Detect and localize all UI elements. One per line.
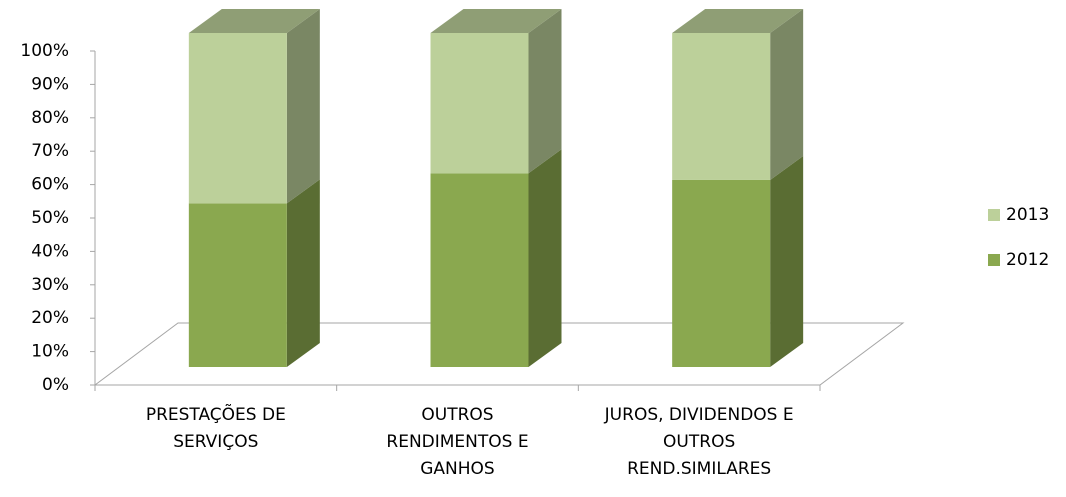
bar-side xyxy=(286,179,320,367)
legend-swatch xyxy=(988,254,1000,266)
bar-top xyxy=(188,9,320,33)
y-tick-label: 0% xyxy=(42,375,69,395)
legend-label: 2012 xyxy=(1006,250,1049,270)
y-tick-label: 90% xyxy=(31,74,69,94)
bar xyxy=(672,179,771,367)
bar-side xyxy=(770,9,804,180)
bar-side xyxy=(770,155,804,367)
bar xyxy=(430,33,529,174)
bar xyxy=(188,203,287,367)
y-tick-label: 50% xyxy=(31,208,69,228)
y-tick-label: 10% xyxy=(31,342,69,362)
bar xyxy=(188,33,287,204)
bar-side xyxy=(528,149,562,367)
bar xyxy=(672,33,771,180)
x-tick-label: PRESTAÇÕES DE SERVIÇOS xyxy=(145,405,286,452)
legend-label: 2013 xyxy=(1006,205,1049,225)
legend-swatch xyxy=(988,209,1000,221)
bar-top xyxy=(672,9,804,33)
y-tick-label: 60% xyxy=(31,175,69,195)
x-tick-label: JUROS, DIVIDENDOS E OUTROS REND.SIMILARE… xyxy=(604,405,794,479)
y-tick-label: 100% xyxy=(20,41,69,61)
y-tick-label: 20% xyxy=(31,308,69,328)
bar-top xyxy=(430,9,562,33)
bar-side xyxy=(286,9,320,204)
y-tick-label: 40% xyxy=(31,241,69,261)
bar-side xyxy=(528,9,562,174)
y-tick-label: 70% xyxy=(31,141,69,161)
x-tick-label: OUTROS RENDIMENTOS E GANHOS xyxy=(386,405,529,479)
y-tick-label: 30% xyxy=(31,275,69,295)
bar xyxy=(430,173,529,367)
y-tick-label: 80% xyxy=(31,108,69,128)
